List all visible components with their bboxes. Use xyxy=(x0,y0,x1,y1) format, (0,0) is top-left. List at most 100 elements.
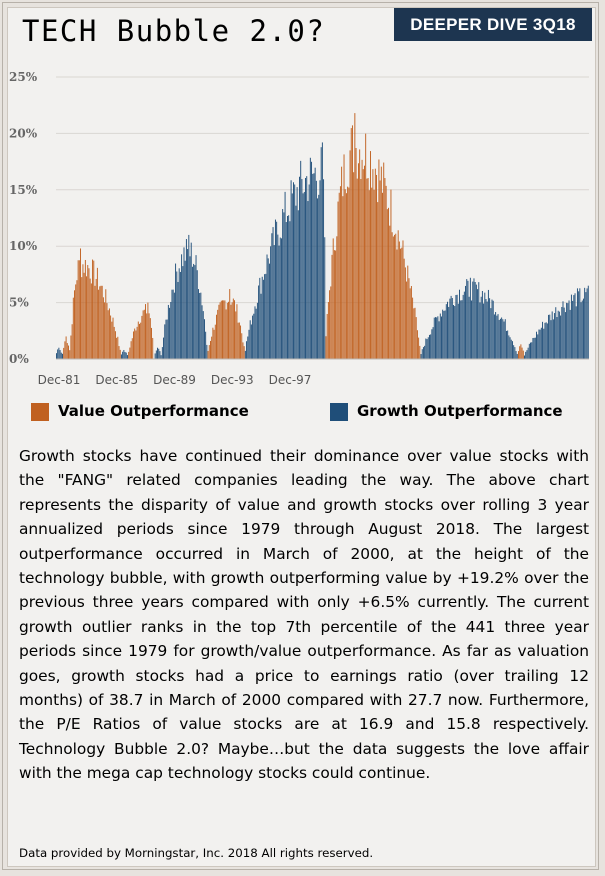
legend-swatch-growth xyxy=(330,403,348,421)
bar xyxy=(493,314,495,359)
bar xyxy=(449,298,451,359)
bar xyxy=(453,304,454,359)
bar xyxy=(288,215,290,359)
bar xyxy=(562,301,564,359)
bar xyxy=(361,159,363,359)
bar xyxy=(235,311,237,359)
y-tick-label: 5% xyxy=(9,296,29,310)
legend-label-value: Value Outperformance xyxy=(58,402,249,420)
bar xyxy=(366,178,368,359)
y-tick-label: 15% xyxy=(9,183,38,197)
bar xyxy=(225,309,227,359)
bar xyxy=(514,347,516,359)
bar xyxy=(350,128,352,359)
bar xyxy=(552,319,554,359)
bar xyxy=(580,302,582,359)
bar xyxy=(448,306,450,359)
bar xyxy=(519,346,521,359)
bar xyxy=(229,289,231,359)
bar xyxy=(100,285,102,359)
bar xyxy=(320,147,322,359)
bar xyxy=(391,232,393,359)
bar xyxy=(473,278,475,359)
bar xyxy=(139,323,140,359)
bar xyxy=(533,337,535,359)
bar xyxy=(272,227,274,359)
bar xyxy=(70,335,72,359)
bar xyxy=(534,337,536,359)
bar xyxy=(474,282,476,359)
bar xyxy=(220,300,222,359)
bar xyxy=(503,321,505,359)
bar xyxy=(300,160,302,359)
bar xyxy=(183,247,185,359)
bar xyxy=(438,321,440,359)
bar xyxy=(206,344,208,359)
bar xyxy=(392,236,394,359)
bar xyxy=(426,339,428,359)
bar xyxy=(232,298,234,359)
bar xyxy=(116,337,118,359)
bar xyxy=(82,264,84,359)
bar xyxy=(120,354,122,359)
bar xyxy=(404,267,406,359)
bar xyxy=(569,309,571,359)
bar xyxy=(142,310,144,359)
bar xyxy=(515,351,517,359)
bar xyxy=(200,292,202,359)
bar xyxy=(125,352,127,359)
bar xyxy=(383,162,385,359)
bar xyxy=(374,168,376,359)
bar xyxy=(585,292,587,359)
bar xyxy=(353,172,355,359)
bar xyxy=(355,148,357,359)
bar xyxy=(379,180,381,359)
bar xyxy=(371,187,373,359)
bar xyxy=(526,350,528,359)
bar xyxy=(291,193,293,359)
bar xyxy=(471,300,473,359)
bar xyxy=(167,304,169,359)
bar xyxy=(478,282,480,359)
y-tick-label: 10% xyxy=(9,239,38,253)
bar xyxy=(309,157,311,359)
bar xyxy=(342,196,344,359)
bar xyxy=(118,346,120,359)
bar xyxy=(463,291,465,359)
bar xyxy=(388,207,390,359)
bar xyxy=(96,267,98,359)
bar xyxy=(218,304,220,359)
bar xyxy=(331,254,333,359)
bar xyxy=(325,336,327,359)
bar xyxy=(499,318,501,359)
bar xyxy=(396,249,398,359)
bar xyxy=(326,313,328,359)
bar xyxy=(95,278,97,359)
bar xyxy=(124,351,126,359)
bar xyxy=(360,179,362,359)
bar xyxy=(318,194,320,359)
bar xyxy=(536,331,537,359)
bar xyxy=(140,322,142,359)
bar xyxy=(382,192,383,359)
bar xyxy=(111,321,113,359)
bar xyxy=(249,320,251,359)
bar xyxy=(63,347,65,359)
y-tick-label: 25% xyxy=(9,70,38,84)
bar xyxy=(208,345,210,359)
bar xyxy=(530,342,531,359)
bar xyxy=(465,285,467,359)
bar xyxy=(495,312,497,359)
bar xyxy=(199,292,201,359)
bar xyxy=(504,319,506,359)
bar xyxy=(570,294,572,359)
bar xyxy=(560,315,562,359)
bar xyxy=(407,265,409,359)
bar xyxy=(348,187,350,359)
bar xyxy=(419,345,421,359)
bar xyxy=(201,305,203,359)
bar xyxy=(128,351,130,359)
bar xyxy=(173,292,175,359)
bar xyxy=(176,271,178,359)
bar xyxy=(351,125,353,360)
